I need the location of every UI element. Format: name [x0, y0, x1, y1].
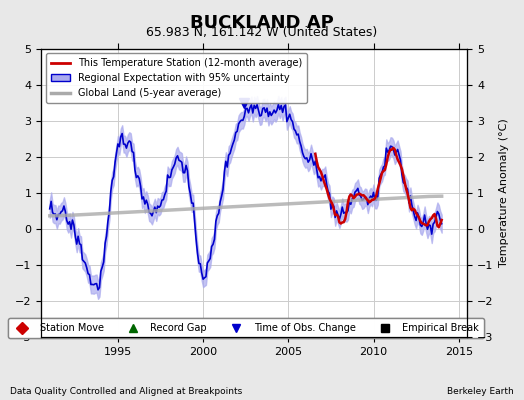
Y-axis label: Temperature Anomaly (°C): Temperature Anomaly (°C)	[499, 118, 509, 267]
Text: Berkeley Earth: Berkeley Earth	[447, 387, 514, 396]
Text: BUCKLAND AP: BUCKLAND AP	[190, 14, 334, 32]
Text: Data Quality Controlled and Aligned at Breakpoints: Data Quality Controlled and Aligned at B…	[10, 387, 243, 396]
Text: 65.983 N, 161.142 W (United States): 65.983 N, 161.142 W (United States)	[146, 26, 378, 39]
Legend: Station Move, Record Gap, Time of Obs. Change, Empirical Break: Station Move, Record Gap, Time of Obs. C…	[8, 318, 484, 338]
